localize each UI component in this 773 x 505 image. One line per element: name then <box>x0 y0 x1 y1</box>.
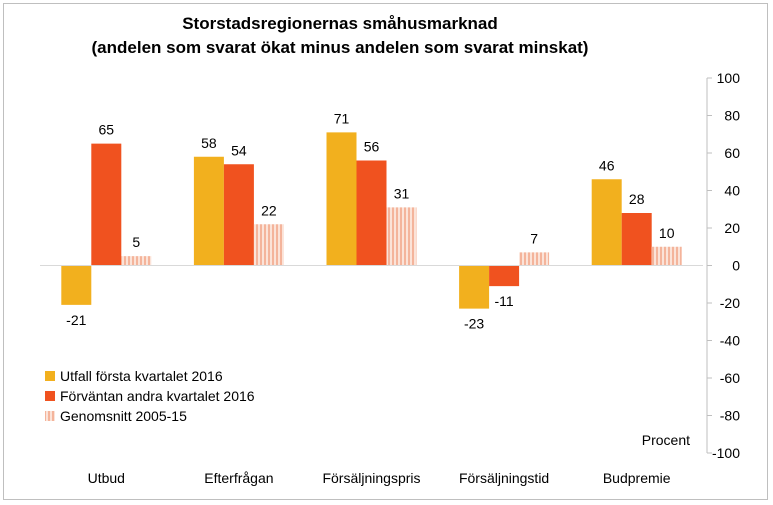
y-tick-label: 60 <box>724 145 740 161</box>
data-label-utbud-series-2: 65 <box>99 122 115 138</box>
category-label-forsaljningspris: Försäljningspris <box>322 470 420 486</box>
data-label-efterfragan-series-3: 22 <box>261 202 277 218</box>
y-tick-label: -20 <box>720 295 740 311</box>
bar-forsaljningspris-series-2 <box>356 160 387 266</box>
bar-forsaljningstid-series-2 <box>489 265 520 287</box>
bar-forsaljningstid-series-1 <box>459 265 490 309</box>
category-label-efterfragan: Efterfrågan <box>204 470 273 486</box>
data-label-forsaljningstid-series-1: -23 <box>464 316 484 332</box>
data-label-forsaljningstid-series-2: -11 <box>494 293 513 309</box>
data-label-efterfragan-series-1: 58 <box>201 135 217 151</box>
y-tick-label: -40 <box>720 333 740 349</box>
chart-title-line2: (andelen som svarat ökat minus andelen s… <box>91 38 589 57</box>
data-label-budpremie-series-2: 28 <box>629 191 645 207</box>
data-label-budpremie-series-1: 46 <box>599 157 615 173</box>
labels-group: -21 65 5 Utbud 58 54 22 Efterfrågan 71 56 31 Försäl… <box>66 110 675 486</box>
data-label-budpremie-series-3: 10 <box>659 225 675 241</box>
data-label-utbud-series-3: 5 <box>132 234 140 250</box>
category-label-forsaljningstid: Försäljningstid <box>459 470 549 486</box>
y-tick-label: 80 <box>724 108 740 124</box>
y-tick-label: -80 <box>720 408 740 424</box>
category-label-utbud: Utbud <box>88 470 125 486</box>
chart-title-line1: Storstadsregionernas småhusmarknad <box>182 14 498 33</box>
data-label-forsaljningspris-series-3: 31 <box>394 185 410 201</box>
legend-label-2: Förväntan andra kvartalet 2016 <box>60 388 255 404</box>
y-axis: 100 80 60 40 20 0 -20 -40 -60 -80 -100 Procent <box>40 70 740 461</box>
category-label-budpremie: Budpremie <box>603 470 671 486</box>
y-tick-label: 40 <box>724 183 740 199</box>
bar-budpremie-series-1 <box>591 179 622 266</box>
data-label-forsaljningstid-series-3: 7 <box>530 230 538 246</box>
y-axis-unit-label: Procent <box>642 432 690 448</box>
bars-group <box>61 132 682 309</box>
bar-efterfragan-series-1 <box>193 156 224 266</box>
legend-label-3: Genomsnitt 2005-15 <box>60 408 187 424</box>
legend-label-1: Utfall första kvartalet 2016 <box>60 368 223 384</box>
y-tick-label: 0 <box>732 258 740 274</box>
bar-efterfragan-series-3 <box>253 224 284 266</box>
data-label-efterfragan-series-2: 54 <box>231 142 247 158</box>
y-tick-label: -100 <box>712 445 740 461</box>
y-tick-label: 20 <box>724 220 740 236</box>
legend-swatch-1 <box>45 371 55 381</box>
bar-forsaljningstid-series-3 <box>519 252 550 266</box>
bar-budpremie-series-3 <box>651 246 682 266</box>
legend-swatch-3 <box>45 411 55 421</box>
chart-title: Storstadsregionernas småhusmarknad (ande… <box>0 12 680 60</box>
y-tick-label: 100 <box>717 70 741 86</box>
bar-utbud-series-3 <box>121 256 152 266</box>
y-tick-label: -60 <box>720 370 740 386</box>
bar-budpremie-series-2 <box>621 213 652 266</box>
bar-forsaljningspris-series-3 <box>386 207 417 266</box>
data-label-forsaljningspris-series-1: 71 <box>334 110 350 126</box>
data-label-utbud-series-1: -21 <box>66 312 86 328</box>
bar-utbud-series-1 <box>61 265 92 305</box>
legend: Utfall första kvartalet 2016 Förväntan an… <box>45 368 255 424</box>
legend-swatch-2 <box>45 391 55 401</box>
bar-efterfragan-series-2 <box>223 164 254 266</box>
bar-forsaljningspris-series-1 <box>326 132 357 266</box>
bar-utbud-series-2 <box>91 143 122 266</box>
data-label-forsaljningspris-series-2: 56 <box>364 139 380 155</box>
